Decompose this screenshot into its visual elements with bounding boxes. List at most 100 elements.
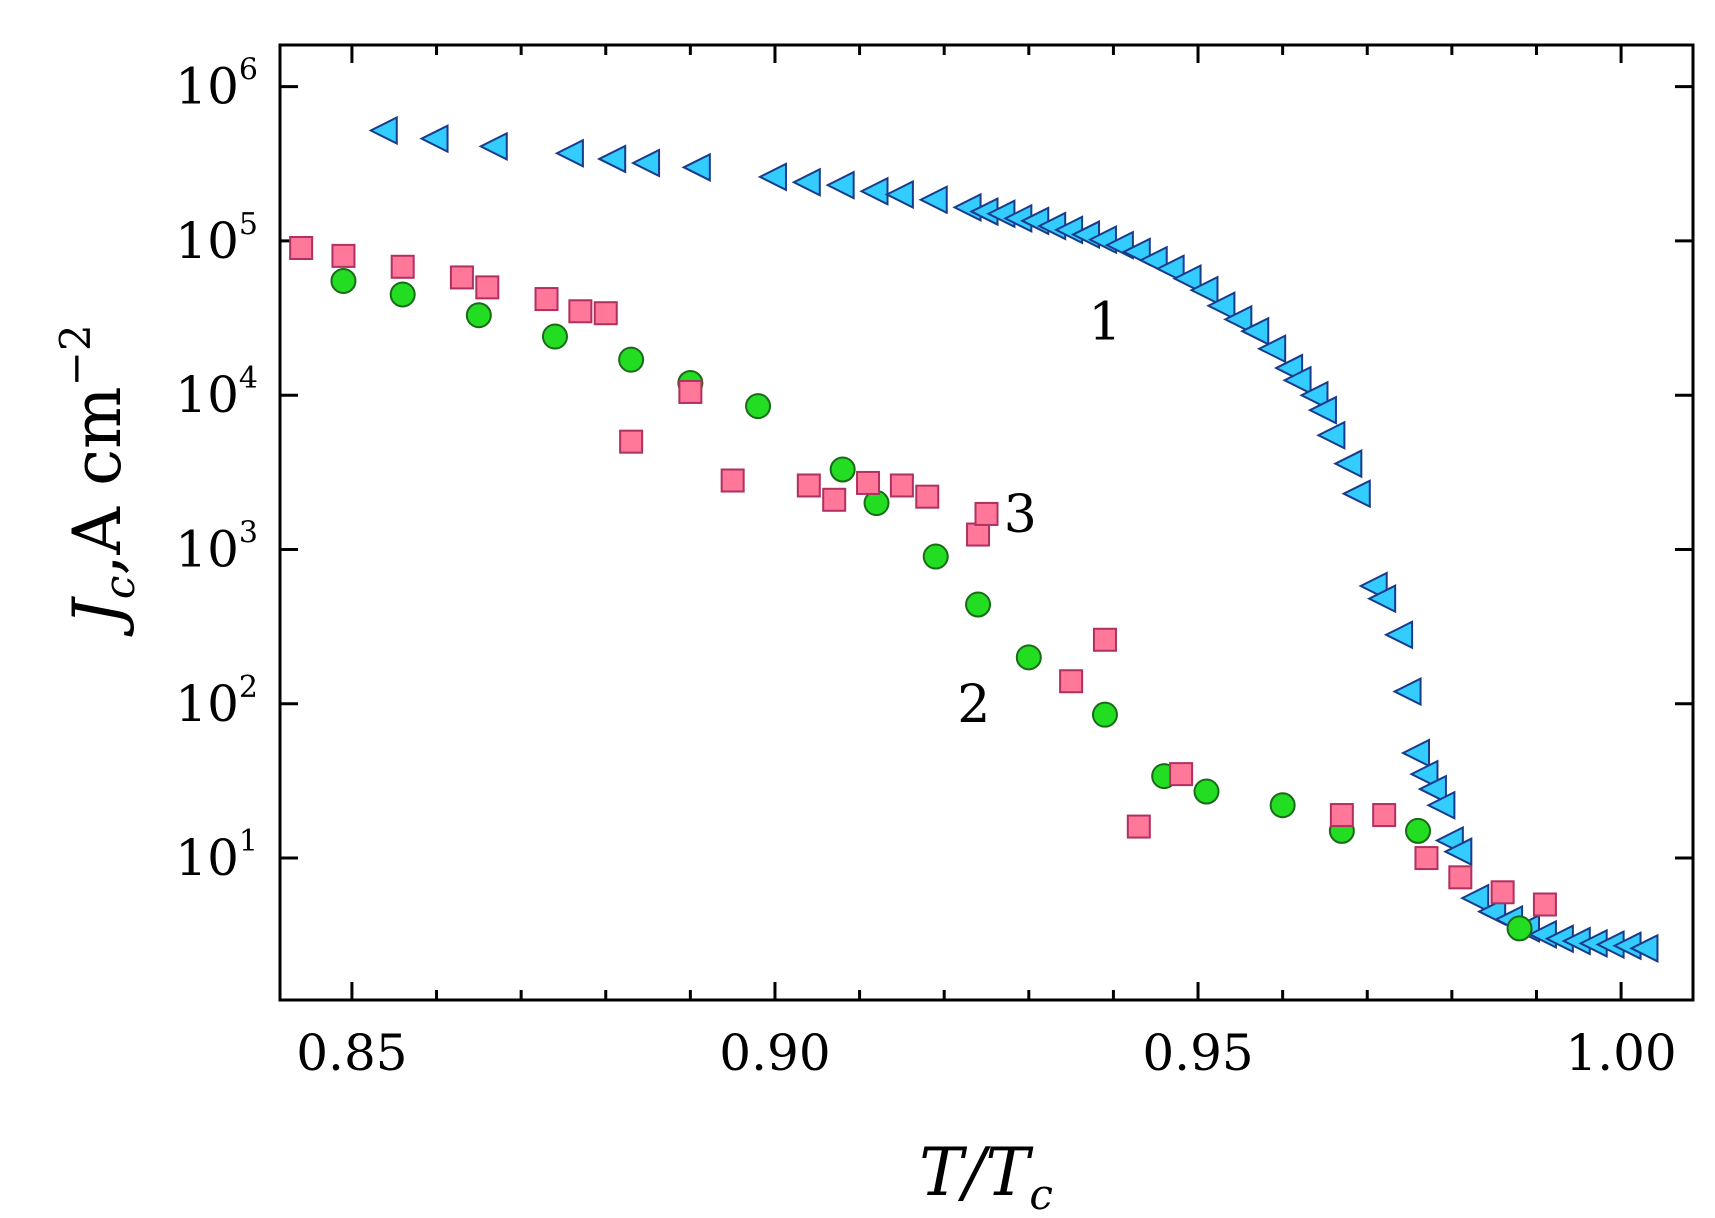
data-point: [1443, 837, 1473, 867]
data-point: [1400, 738, 1431, 768]
data-point: [1282, 365, 1312, 395]
series-label: 3: [1004, 485, 1037, 545]
data-point: [618, 346, 645, 373]
data-point: [568, 299, 593, 324]
x-tick-label: 0.90: [719, 1024, 830, 1082]
data-point: [1316, 420, 1346, 450]
data-point: [1372, 803, 1397, 828]
x-axis-title: T/Tc: [919, 1134, 1053, 1218]
data-point: [1015, 644, 1042, 671]
data-point: [475, 275, 500, 300]
data-point: [796, 473, 821, 498]
data-point: [974, 501, 999, 526]
data-point: [1223, 304, 1253, 335]
series-layer: [289, 115, 1659, 963]
series-1: [368, 115, 1659, 963]
data-point: [1206, 291, 1236, 321]
data-point: [791, 167, 821, 197]
data-point: [1189, 275, 1219, 305]
data-point: [1392, 676, 1422, 707]
data-point: [289, 235, 314, 260]
data-point: [745, 393, 772, 420]
data-point: [1333, 449, 1363, 479]
series-label: 2: [957, 675, 990, 735]
data-point: [1426, 790, 1456, 820]
y-axis-title: Jc,A cm−2: [51, 324, 144, 637]
data-point: [757, 162, 787, 192]
data-point: [1448, 865, 1473, 890]
data-point: [681, 152, 711, 182]
data-point: [554, 138, 584, 168]
data-point: [368, 115, 398, 146]
data-point: [889, 473, 914, 498]
data-point: [1329, 803, 1354, 828]
y-tick-label: 102: [175, 670, 258, 733]
data-point: [966, 522, 991, 547]
data-point: [330, 267, 357, 294]
data-point: [389, 281, 416, 308]
data-point: [1169, 762, 1194, 787]
data-point: [1629, 933, 1659, 963]
x-tick-label: 0.95: [1142, 1024, 1253, 1082]
y-tick-label: 101: [175, 824, 258, 887]
data-point: [1091, 701, 1118, 728]
data-point: [1490, 880, 1515, 905]
data-point: [965, 591, 992, 618]
data-point: [825, 170, 855, 200]
data-point: [1417, 774, 1447, 804]
data-point: [1059, 669, 1084, 694]
data-point: [1092, 627, 1117, 652]
y-tick-label: 106: [175, 53, 258, 116]
data-point: [593, 301, 618, 326]
data-point: [918, 185, 948, 215]
data-point: [856, 470, 881, 495]
annotations: 1 2 3: [957, 293, 1121, 735]
data-point: [1172, 263, 1202, 294]
data-point: [1193, 778, 1220, 805]
tick-labels: 0.85 0.90 0.95 1.00 101 102 103 104 105 106: [175, 53, 1676, 1082]
x-tick-label: 0.85: [296, 1024, 407, 1082]
data-point: [1269, 792, 1296, 819]
data-point: [1414, 846, 1439, 871]
series-label: 1: [1088, 293, 1121, 353]
x-tick-label: 1.00: [1565, 1024, 1676, 1082]
data-point: [1366, 584, 1397, 614]
data-point: [1460, 883, 1490, 913]
data-point: [1341, 479, 1371, 509]
y-tick-label: 104: [175, 361, 258, 424]
data-point: [859, 176, 889, 206]
data-point: [1409, 759, 1439, 789]
data-point: [915, 484, 940, 509]
data-point: [1240, 316, 1270, 346]
data-point: [419, 124, 449, 154]
data-point: [331, 243, 356, 268]
data-point: [1383, 620, 1414, 650]
data-point: [596, 144, 627, 174]
data-point: [884, 179, 914, 210]
data-point: [1126, 814, 1151, 839]
data-point: [1532, 892, 1557, 917]
y-tick-label: 105: [175, 207, 258, 270]
data-point: [822, 487, 847, 512]
data-point: [1256, 334, 1287, 364]
data-point: [619, 429, 644, 454]
data-point: [630, 148, 661, 178]
data-point: [465, 302, 492, 329]
data-point: [541, 323, 568, 350]
data-point: [1405, 817, 1432, 844]
data-point: [922, 543, 949, 570]
data-point: [1299, 380, 1329, 410]
data-point: [829, 456, 856, 483]
data-point: [1155, 254, 1185, 284]
data-point: [1307, 395, 1337, 425]
data-point: [390, 254, 415, 279]
data-point: [534, 287, 559, 312]
data-point: [678, 379, 703, 404]
data-point: [720, 468, 745, 493]
data-point: [1506, 915, 1533, 942]
series-3: [289, 235, 1557, 917]
data-point: [449, 265, 474, 290]
ticks: [280, 45, 1693, 1000]
y-tick-label: 103: [175, 515, 258, 578]
